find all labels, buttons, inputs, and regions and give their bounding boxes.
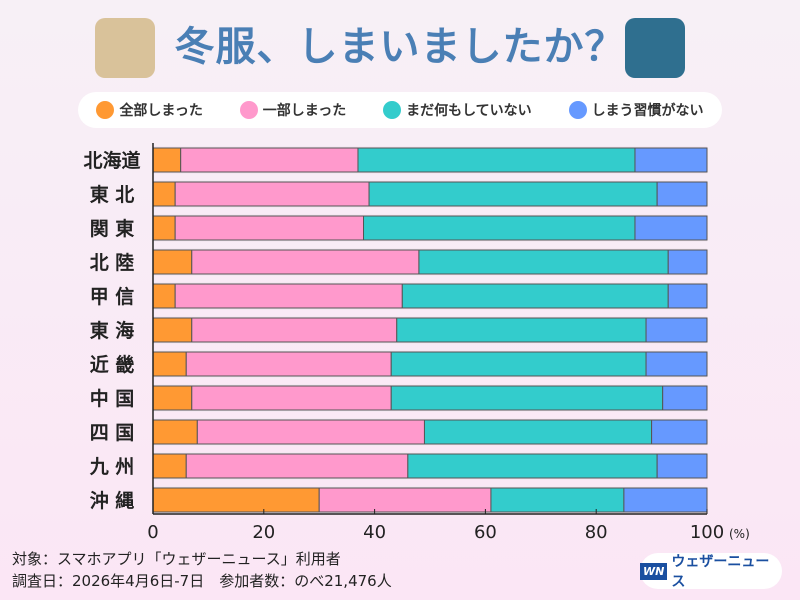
bar-segment (623, 487, 708, 513)
legend-swatch (96, 101, 115, 119)
bar-segment (152, 249, 193, 275)
legend-label: しまう習慣がない (591, 103, 704, 119)
logo-text: ウェザーニュース (671, 554, 770, 590)
bar-segment (357, 147, 636, 173)
legend-label: まだ何もしていない (406, 103, 532, 119)
category-label: 沖 縄 (90, 489, 135, 512)
bar-segment (152, 385, 193, 411)
category-label: 中 国 (90, 387, 135, 410)
bar-segment (667, 249, 708, 275)
category-label: 東 北 (90, 183, 135, 206)
bar-segment (152, 453, 187, 479)
legend-item: まだ何もしていない (383, 100, 532, 120)
bar-segment (191, 249, 420, 275)
legend-swatch (239, 101, 258, 119)
x-tick-label: 60 (474, 522, 497, 543)
bar-segment (191, 317, 398, 343)
bar-segment (490, 487, 625, 513)
bar-segment (656, 453, 708, 479)
coat-icon (95, 18, 155, 78)
category-label: 九 州 (89, 456, 135, 478)
weathernews-logo: WN ウェザーニュース (640, 553, 782, 590)
category-label: 近 畿 (90, 353, 135, 376)
x-tick-label: 100 (690, 522, 724, 543)
bar-segment (407, 453, 658, 479)
legend-swatch (568, 101, 587, 119)
bar-segment (368, 181, 658, 207)
bar-segment (152, 215, 176, 241)
bar-segment (645, 317, 708, 343)
bar-segment (662, 385, 708, 411)
x-tick-label: 0 (147, 522, 158, 543)
bar-segment (152, 317, 193, 343)
x-tick-label: 80 (585, 522, 608, 543)
bar-segment (152, 147, 182, 173)
bar-segment (634, 215, 708, 241)
category-label: 四 国 (90, 422, 135, 444)
footer-note: 対象：スマホアプリ「ウェザーニュース」利用者 調査日：2026年4月6日-7日 … (12, 548, 392, 592)
bar-segment (152, 351, 187, 377)
bar-segment (318, 487, 492, 513)
footer-target: 対象：スマホアプリ「ウェザーニュース」利用者 (12, 550, 341, 568)
category-label: 北 陸 (90, 251, 135, 274)
bar-segment (152, 181, 176, 207)
bar-segment (185, 351, 392, 377)
x-tick-label: 20 (252, 522, 275, 543)
footer-survey: 調査日：2026年4月6日-7日 参加者数：のべ21,476人 (12, 572, 392, 590)
legend-label: 一部しまった (262, 103, 347, 119)
logo-mark: WN (640, 562, 668, 580)
bar-segment (152, 419, 198, 445)
bar-segment (423, 419, 653, 445)
page-title: 冬服、しまいましたか？ (174, 24, 626, 70)
legend-item: 全部しまった (96, 100, 203, 120)
category-label: 関 東 (90, 217, 135, 240)
category-label: 北海道 (83, 149, 140, 172)
legend-swatch (383, 101, 402, 119)
bar-segment (390, 351, 647, 377)
bar-segment (363, 215, 636, 241)
bar-segment (418, 249, 669, 275)
bar-segment (651, 419, 708, 445)
x-unit-label: (%) (729, 527, 750, 541)
down-jacket-icon (625, 18, 685, 78)
bar-segment (634, 147, 708, 173)
category-label: 東 海 (90, 319, 135, 342)
bar-segment (180, 147, 359, 173)
bar-segment (191, 385, 392, 411)
bar-segment (152, 487, 320, 513)
bar-segment (656, 181, 708, 207)
bar-segment (401, 283, 669, 309)
bar-segment (174, 181, 370, 207)
bar-segment (390, 385, 664, 411)
x-tick-label: 40 (363, 522, 386, 543)
bar-segment (196, 419, 425, 445)
bar-segment (185, 453, 409, 479)
legend: 全部しまった 一部しまった まだ何もしていない しまう習慣がない (78, 92, 722, 128)
legend-item: しまう習慣がない (568, 100, 704, 120)
bar-segment (174, 283, 403, 309)
bar-segment (667, 283, 708, 309)
category-label: 甲 信 (90, 285, 135, 308)
bar-segment (396, 317, 647, 343)
legend-item: 一部しまった (239, 100, 347, 120)
bar-segment (152, 283, 176, 309)
bar-segment (174, 215, 365, 241)
legend-label: 全部しまった (119, 103, 203, 119)
bar-segment (645, 351, 708, 377)
